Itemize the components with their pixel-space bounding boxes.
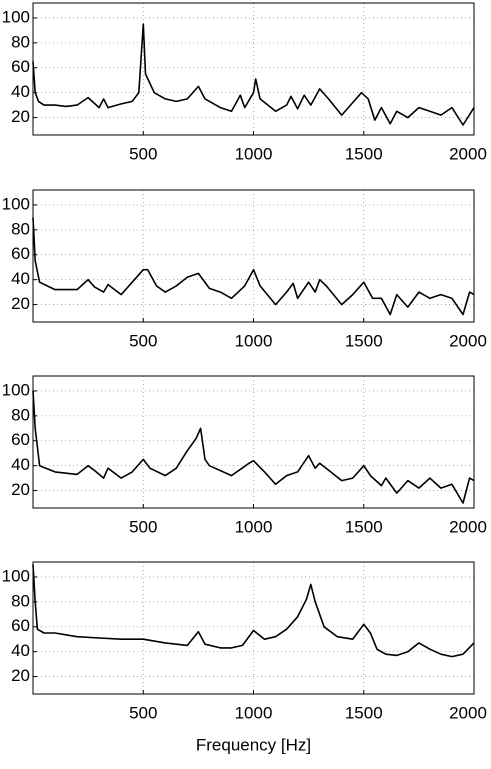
axes-frame [32, 561, 475, 695]
spectrum-line [32, 564, 475, 658]
y-tick-label: 80 [11, 591, 30, 610]
x-tick-label: 1000 [235, 144, 273, 163]
x-tick-label: 1000 [235, 331, 273, 350]
x-tick-label: 1000 [235, 703, 273, 722]
axes-frame [32, 375, 475, 509]
x-tick-label: 2000 [449, 144, 487, 163]
x-tick-label: 500 [129, 144, 157, 163]
y-tick-label: 100 [2, 7, 30, 26]
y-tick-label: 80 [11, 405, 30, 424]
x-axis-label: Frequency [Hz] [196, 735, 311, 754]
x-tick-label: 2000 [449, 703, 487, 722]
y-tick-label: 100 [2, 194, 30, 213]
spectrum-line [32, 23, 475, 126]
x-tick-label: 500 [129, 517, 157, 536]
y-tick-label: 40 [11, 455, 30, 474]
y-tick-label: 60 [11, 57, 30, 76]
y-tick-label: 100 [2, 380, 30, 399]
y-tick-label: 60 [11, 244, 30, 263]
y-tick-label: 40 [11, 269, 30, 288]
x-tick-label: 1000 [235, 517, 273, 536]
x-tick-label: 500 [129, 331, 157, 350]
y-tick-label: 40 [11, 641, 30, 660]
x-tick-label: 1500 [345, 144, 383, 163]
y-tick-label: 100 [2, 566, 30, 585]
x-tick-label: 1500 [345, 331, 383, 350]
x-tick-label: 2000 [449, 331, 487, 350]
y-tick-label: 60 [11, 430, 30, 449]
y-tick-label: 60 [11, 616, 30, 635]
y-tick-label: 40 [11, 82, 30, 101]
spectrum-line [32, 217, 475, 316]
y-tick-label: 20 [11, 294, 30, 313]
x-tick-label: 500 [129, 703, 157, 722]
x-tick-label: 2000 [449, 517, 487, 536]
y-tick-label: 80 [11, 32, 30, 51]
y-tick-label: 80 [11, 219, 30, 238]
axes-frame [32, 189, 475, 323]
y-tick-label: 20 [11, 480, 30, 499]
y-tick-label: 20 [11, 666, 30, 685]
x-tick-label: 1500 [345, 517, 383, 536]
y-tick-label: 20 [11, 107, 30, 126]
spectrum-line [32, 390, 475, 504]
axes-frame [32, 2, 475, 136]
x-tick-label: 1500 [345, 703, 383, 722]
